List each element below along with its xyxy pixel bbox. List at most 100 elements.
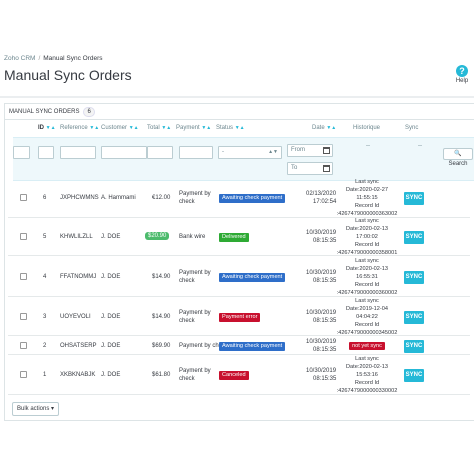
sync-button[interactable]: SYNC: [404, 339, 424, 353]
row-checkbox[interactable]: [20, 312, 27, 320]
filter-date-from[interactable]: From: [287, 144, 333, 157]
status-badge: Payment error: [219, 312, 261, 322]
historique-line: :4267479000000358001: [336, 250, 398, 256]
calendar-icon[interactable]: [323, 165, 330, 172]
sync-button[interactable]: SYNC: [404, 310, 424, 324]
row-historique: Last sync Date:2019-12-04 04:04:22 Record I…: [336, 297, 398, 337]
sort-icon[interactable]: ▼▲: [201, 125, 212, 131]
row-id: 5: [43, 234, 47, 240]
row-payment-line2: check: [179, 317, 195, 324]
row-checkbox[interactable]: [20, 194, 27, 201]
col-header-id[interactable]: ID ▼▲: [38, 125, 56, 131]
row-historique: Last sync Date:2020-02-13 15:53:16 Record I…: [336, 355, 398, 395]
orders-count-badge: 6: [83, 107, 95, 117]
filter-status-select[interactable]: - ▲▼: [218, 146, 282, 159]
col-id-label: ID: [38, 125, 44, 131]
row-checkbox[interactable]: [20, 272, 27, 280]
row-total: $14.90: [152, 313, 171, 320]
row-total: $61.80: [152, 372, 171, 378]
filter-customer-input[interactable]: [101, 146, 147, 159]
row-id: 6: [43, 195, 47, 201]
row-checkbox[interactable]: [20, 233, 27, 240]
table-row[interactable]: 3 UOYEVOLI J. DOE $14.90 Payment by check Paym…: [8, 297, 470, 336]
page-title: Manual Sync Orders: [4, 67, 132, 83]
row-payment-line1: Payment by: [179, 368, 211, 374]
search-label: Search: [448, 161, 468, 167]
panel-heading: MANUAL SYNC ORDERS 6: [5, 104, 474, 120]
breadcrumb-separator: /: [38, 55, 41, 62]
row-id: 1: [43, 372, 47, 378]
sort-icon[interactable]: ▼▲: [45, 125, 56, 131]
row-customer: J. DOE: [101, 342, 121, 349]
historique-line: 15:53:16: [356, 372, 378, 378]
col-total-label: Total: [147, 125, 160, 131]
col-header-reference[interactable]: Reference ▼▲: [60, 125, 99, 131]
filter-id-input[interactable]: [38, 146, 54, 159]
historique-line: Date:2020-02-13: [346, 226, 388, 232]
row-date: 10/30/2019: [306, 338, 337, 345]
col-payment-label: Payment: [176, 125, 200, 131]
table-row[interactable]: 1 XKBKNABJK J. DOE $61.80 Payment by check Can…: [8, 355, 470, 395]
row-customer: J. DOE: [101, 234, 121, 240]
historique-line: :4267479000000330002: [336, 388, 398, 394]
col-sync-label: Sync: [405, 125, 419, 131]
status-badge: Awaiting check payment: [219, 272, 286, 282]
row-reference: UOYEVOLI: [60, 313, 91, 320]
calendar-icon[interactable]: [323, 147, 330, 154]
table-row[interactable]: 2 OHSATSERP J. DOE $69.90 Payment by check Aw…: [8, 336, 470, 355]
row-historique: Last sync Date:2020-02-13 17:00:02 Record I…: [336, 217, 398, 257]
question-icon: ?: [456, 65, 468, 77]
col-header-customer[interactable]: Customer ▼▲: [101, 125, 139, 131]
historique-line: 17:00:02: [356, 234, 378, 240]
sync-button[interactable]: SYNC: [404, 270, 424, 284]
search-button[interactable]: 🔍 Search: [443, 148, 473, 167]
sort-icon[interactable]: ▼▲: [161, 125, 172, 131]
filter-reference-input[interactable]: [60, 146, 96, 159]
row-payment-line2: check: [179, 277, 195, 284]
col-header-status[interactable]: Status ▼▲: [216, 125, 245, 131]
help-button[interactable]: ? Help: [452, 65, 472, 84]
col-header-payment[interactable]: Payment ▼▲: [176, 125, 211, 131]
historique-line: Record Id: [354, 380, 380, 386]
row-time: 08:15:35: [313, 317, 337, 324]
filter-payment-input[interactable]: [179, 146, 213, 159]
col-header-historique: Historique: [353, 125, 380, 131]
sync-button[interactable]: SYNC: [404, 369, 424, 382]
table-row[interactable]: 5 KHWLILZLL J. DOE $20.90 Bank wire Delivered…: [8, 218, 470, 256]
row-customer: A. Hammami: [101, 195, 136, 201]
sort-icon[interactable]: ▼▲: [234, 125, 245, 131]
historique-line: Date:2020-02-13: [346, 265, 388, 272]
historique-line: Last sync: [355, 218, 379, 224]
filter-select-all[interactable]: [13, 146, 30, 159]
status-badge: Delivered: [219, 233, 249, 242]
row-payment-line2: check: [179, 199, 195, 205]
sync-button[interactable]: SYNC: [404, 192, 424, 205]
historique-line: Last sync: [355, 356, 379, 362]
sync-button[interactable]: SYNC: [404, 231, 424, 244]
sort-icon[interactable]: ▼▲: [89, 125, 100, 131]
sort-icon[interactable]: ▼▲: [326, 125, 337, 131]
row-id: 3: [43, 313, 47, 320]
caret-down-icon: ▾: [51, 406, 55, 412]
breadcrumb-parent[interactable]: Zoho CRM: [4, 55, 36, 62]
historique-line: Last sync: [355, 257, 379, 264]
row-checkbox[interactable]: [20, 341, 27, 349]
table-row[interactable]: 4 FFATNOMMJ J. DOE $14.90 Payment by check Awa…: [8, 256, 470, 297]
sort-icon[interactable]: ▼▲: [128, 125, 139, 131]
filter-date-to[interactable]: To: [287, 162, 333, 175]
historique-line: Last sync: [355, 179, 379, 185]
row-checkbox[interactable]: [20, 371, 27, 378]
bulk-actions-label: Bulk actions: [17, 406, 50, 412]
historique-line: Date:2020-02-13: [346, 364, 388, 370]
row-payment-line2: check: [179, 376, 195, 382]
col-header-total[interactable]: Total ▼▲: [147, 125, 171, 131]
filter-row: - ▲▼ From To -- -- 🔍 Search: [13, 137, 474, 181]
col-header-date[interactable]: Date ▼▲: [312, 125, 336, 131]
breadcrumb-current: Manual Sync Orders: [43, 55, 103, 62]
bulk-actions-button[interactable]: Bulk actions ▾: [12, 402, 60, 416]
help-label: Help: [455, 78, 469, 84]
row-time: 17:02:54: [313, 199, 337, 205]
filter-total-input[interactable]: [147, 146, 173, 159]
table-row[interactable]: 6 JXPHCWMNS A. Hammami €12.00 Payment by chec…: [8, 178, 470, 218]
row-customer: J. DOE: [101, 273, 121, 280]
